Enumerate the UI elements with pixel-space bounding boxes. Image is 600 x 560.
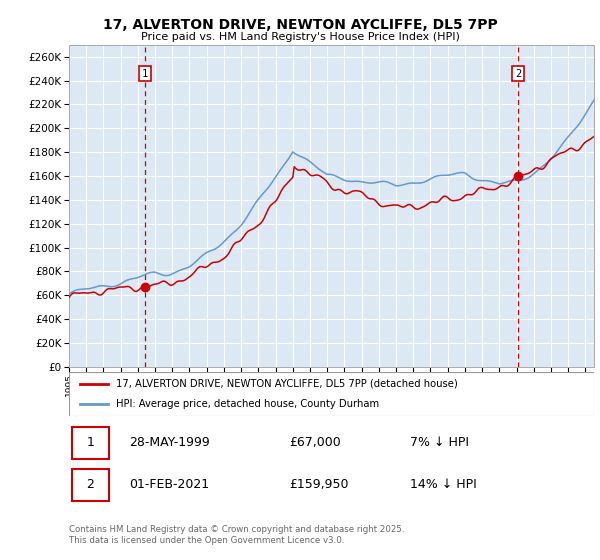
FancyBboxPatch shape bbox=[69, 372, 594, 416]
Text: 17, ALVERTON DRIVE, NEWTON AYCLIFFE, DL5 7PP: 17, ALVERTON DRIVE, NEWTON AYCLIFFE, DL5… bbox=[103, 18, 497, 32]
Text: 7% ↓ HPI: 7% ↓ HPI bbox=[410, 436, 469, 450]
Text: Contains HM Land Registry data © Crown copyright and database right 2025.
This d: Contains HM Land Registry data © Crown c… bbox=[69, 525, 404, 545]
Text: 28-MAY-1999: 28-MAY-1999 bbox=[130, 436, 210, 450]
FancyBboxPatch shape bbox=[71, 469, 109, 501]
Text: £67,000: £67,000 bbox=[290, 436, 341, 450]
Text: £159,950: £159,950 bbox=[290, 478, 349, 492]
Text: 1: 1 bbox=[142, 69, 148, 79]
Text: 14% ↓ HPI: 14% ↓ HPI bbox=[410, 478, 477, 492]
Text: 2: 2 bbox=[86, 478, 94, 492]
Text: 17, ALVERTON DRIVE, NEWTON AYCLIFFE, DL5 7PP (detached house): 17, ALVERTON DRIVE, NEWTON AYCLIFFE, DL5… bbox=[116, 379, 458, 389]
Text: 1: 1 bbox=[86, 436, 94, 450]
Text: Price paid vs. HM Land Registry's House Price Index (HPI): Price paid vs. HM Land Registry's House … bbox=[140, 32, 460, 43]
Text: 2: 2 bbox=[515, 69, 521, 79]
FancyBboxPatch shape bbox=[71, 427, 109, 459]
Text: HPI: Average price, detached house, County Durham: HPI: Average price, detached house, Coun… bbox=[116, 399, 379, 409]
Text: 01-FEB-2021: 01-FEB-2021 bbox=[130, 478, 209, 492]
